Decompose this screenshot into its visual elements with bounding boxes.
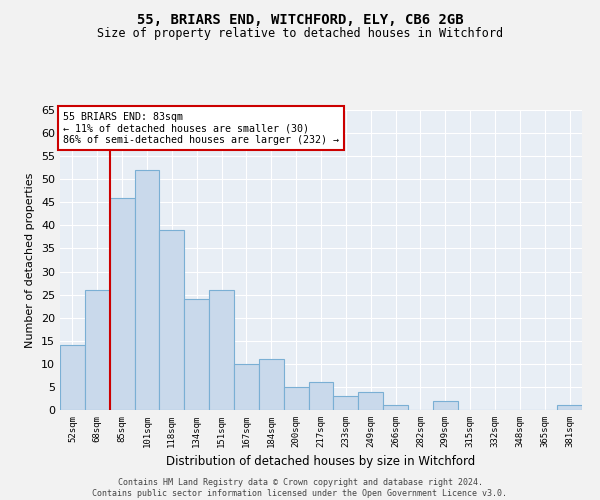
Y-axis label: Number of detached properties: Number of detached properties [25, 172, 35, 348]
Bar [358, 392, 383, 410]
Bar [383, 406, 408, 410]
Text: 55, BRIARS END, WITCHFORD, ELY, CB6 2GB: 55, BRIARS END, WITCHFORD, ELY, CB6 2GB [137, 12, 463, 26]
Bar [557, 406, 582, 410]
Bar [134, 170, 160, 410]
Bar [85, 290, 110, 410]
Bar [433, 401, 458, 410]
Bar [160, 230, 184, 410]
Text: Size of property relative to detached houses in Witchford: Size of property relative to detached ho… [97, 28, 503, 40]
Bar [259, 359, 284, 410]
Bar [60, 346, 85, 410]
Bar [284, 387, 308, 410]
Bar [334, 396, 358, 410]
Bar [308, 382, 334, 410]
X-axis label: Distribution of detached houses by size in Witchford: Distribution of detached houses by size … [166, 456, 476, 468]
Bar [209, 290, 234, 410]
Text: 55 BRIARS END: 83sqm
← 11% of detached houses are smaller (30)
86% of semi-detac: 55 BRIARS END: 83sqm ← 11% of detached h… [62, 112, 338, 144]
Text: Contains HM Land Registry data © Crown copyright and database right 2024.
Contai: Contains HM Land Registry data © Crown c… [92, 478, 508, 498]
Bar [184, 299, 209, 410]
Bar [110, 198, 134, 410]
Bar [234, 364, 259, 410]
